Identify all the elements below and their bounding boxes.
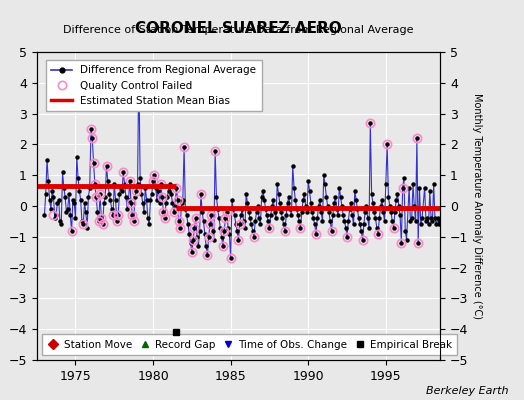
Y-axis label: Monthly Temperature Anomaly Difference (°C): Monthly Temperature Anomaly Difference (… <box>472 93 482 319</box>
Legend: Station Move, Record Gap, Time of Obs. Change, Empirical Break: Station Move, Record Gap, Time of Obs. C… <box>42 334 457 355</box>
Title: CORONEL SUAREZ AERO: CORONEL SUAREZ AERO <box>135 20 342 36</box>
Text: Difference of Station Temperature Data from Regional Average: Difference of Station Temperature Data f… <box>63 25 413 35</box>
Text: Berkeley Earth: Berkeley Earth <box>426 386 508 396</box>
